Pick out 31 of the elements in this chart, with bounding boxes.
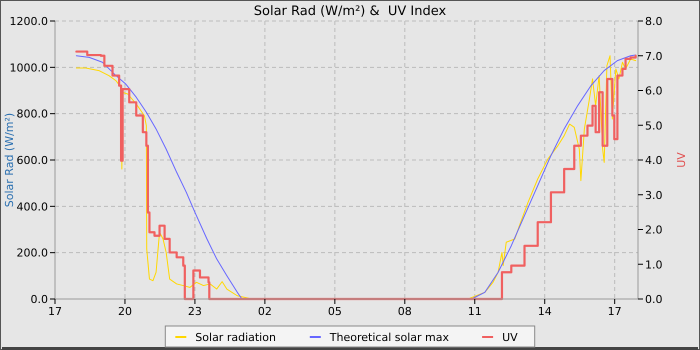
x-tick-label: 23 bbox=[188, 305, 202, 318]
y2-tick-label: 0.0 bbox=[645, 293, 662, 306]
x-tick-label: 20 bbox=[118, 305, 132, 318]
legend-label: UV bbox=[502, 331, 518, 344]
y2-axis-title: UV bbox=[675, 152, 688, 168]
y-axis-title: Solar Rad (W/m²) bbox=[3, 112, 16, 208]
x-tick-label: 05 bbox=[328, 305, 342, 318]
y2-tick-label: 3.0 bbox=[645, 188, 662, 202]
x-tick-label: 17 bbox=[608, 305, 622, 318]
y2-tick-label: 7.0 bbox=[645, 50, 662, 63]
y2-tick-label: 5.0 bbox=[645, 119, 662, 132]
legend-label: Theoretical solar max bbox=[328, 331, 450, 344]
chart-title: Solar Rad (W/m²) & UV Index bbox=[254, 4, 447, 19]
x-tick-label: 17 bbox=[48, 305, 62, 318]
x-tick-label: 08 bbox=[398, 305, 412, 318]
y-tick-label: 400.0 bbox=[16, 200, 48, 214]
y-tick-label: 1200.0 bbox=[10, 15, 48, 28]
y2-tick-label: 2.0 bbox=[645, 224, 662, 236]
y2-tick-label: 1.0 bbox=[645, 258, 662, 272]
x-tick-label: 02 bbox=[258, 305, 272, 318]
y2-tick-label: 6.0 bbox=[645, 84, 662, 98]
y2-tick-label: 8.0 bbox=[645, 15, 662, 28]
y-tick-label: 800.0 bbox=[16, 108, 48, 121]
y-tick-label: 0.0 bbox=[30, 293, 48, 306]
y2-tick-label: 4.0 bbox=[645, 154, 662, 167]
x-tick-label: 14 bbox=[538, 305, 552, 318]
y-tick-label: 1000.0 bbox=[10, 61, 48, 74]
y-tick-label: 200.0 bbox=[16, 246, 48, 260]
y-tick-label: 600.0 bbox=[16, 154, 48, 167]
x-tick-label: 11 bbox=[468, 305, 482, 318]
legend-label: Solar radiation bbox=[195, 331, 276, 344]
